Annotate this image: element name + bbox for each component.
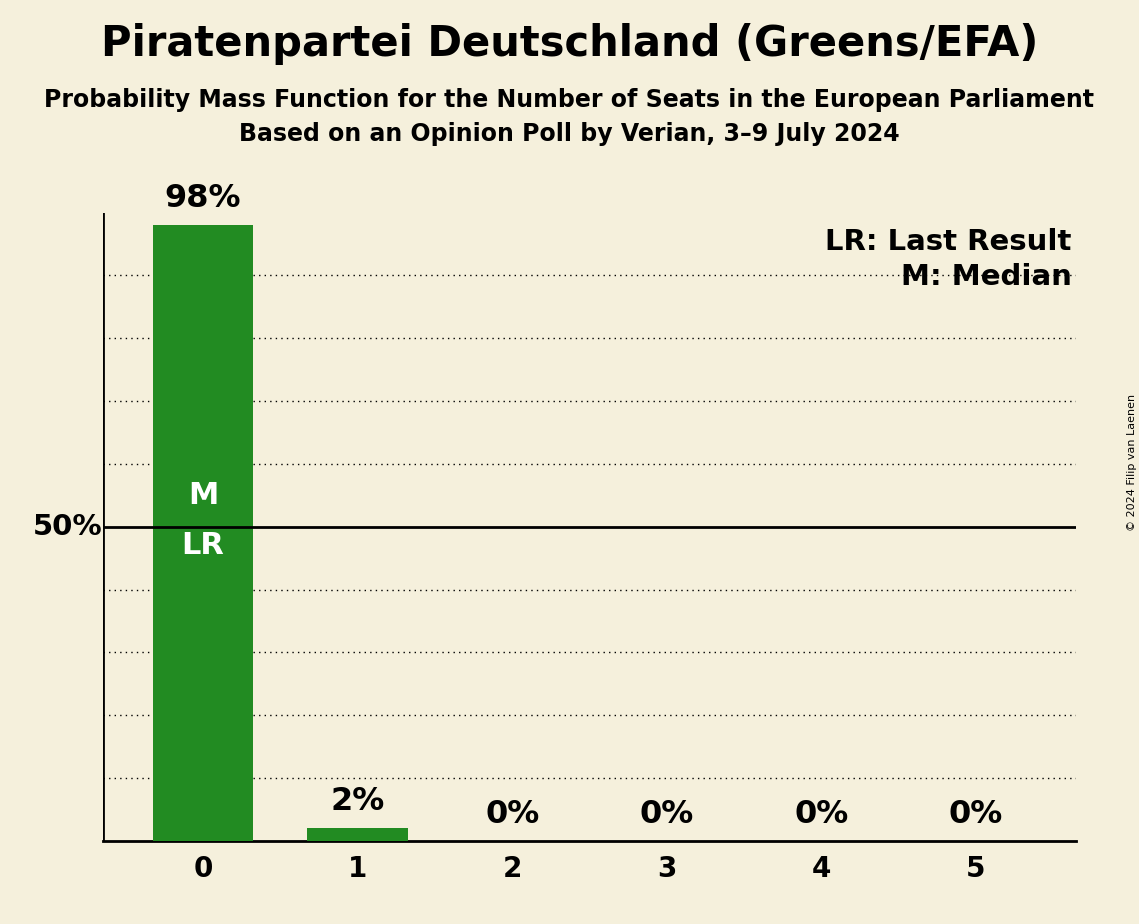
Text: M: Median: M: Median (901, 262, 1072, 291)
Text: 0%: 0% (949, 798, 1003, 830)
Text: 0%: 0% (794, 798, 849, 830)
Bar (153, 225, 253, 841)
Text: Piratenpartei Deutschland (Greens/EFA): Piratenpartei Deutschland (Greens/EFA) (101, 23, 1038, 65)
Text: Based on an Opinion Poll by Verian, 3–9 July 2024: Based on an Opinion Poll by Verian, 3–9 … (239, 122, 900, 146)
Text: LR: Last Result: LR: Last Result (826, 228, 1072, 256)
Bar (308, 828, 408, 841)
Text: 98%: 98% (165, 183, 241, 213)
Text: 2%: 2% (330, 786, 385, 817)
Text: 50%: 50% (33, 513, 103, 541)
Text: M: M (188, 480, 219, 510)
Text: 0%: 0% (485, 798, 539, 830)
Text: © 2024 Filip van Laenen: © 2024 Filip van Laenen (1126, 394, 1137, 530)
Text: 0%: 0% (640, 798, 694, 830)
Text: LR: LR (181, 531, 224, 560)
Text: Probability Mass Function for the Number of Seats in the European Parliament: Probability Mass Function for the Number… (44, 88, 1095, 112)
